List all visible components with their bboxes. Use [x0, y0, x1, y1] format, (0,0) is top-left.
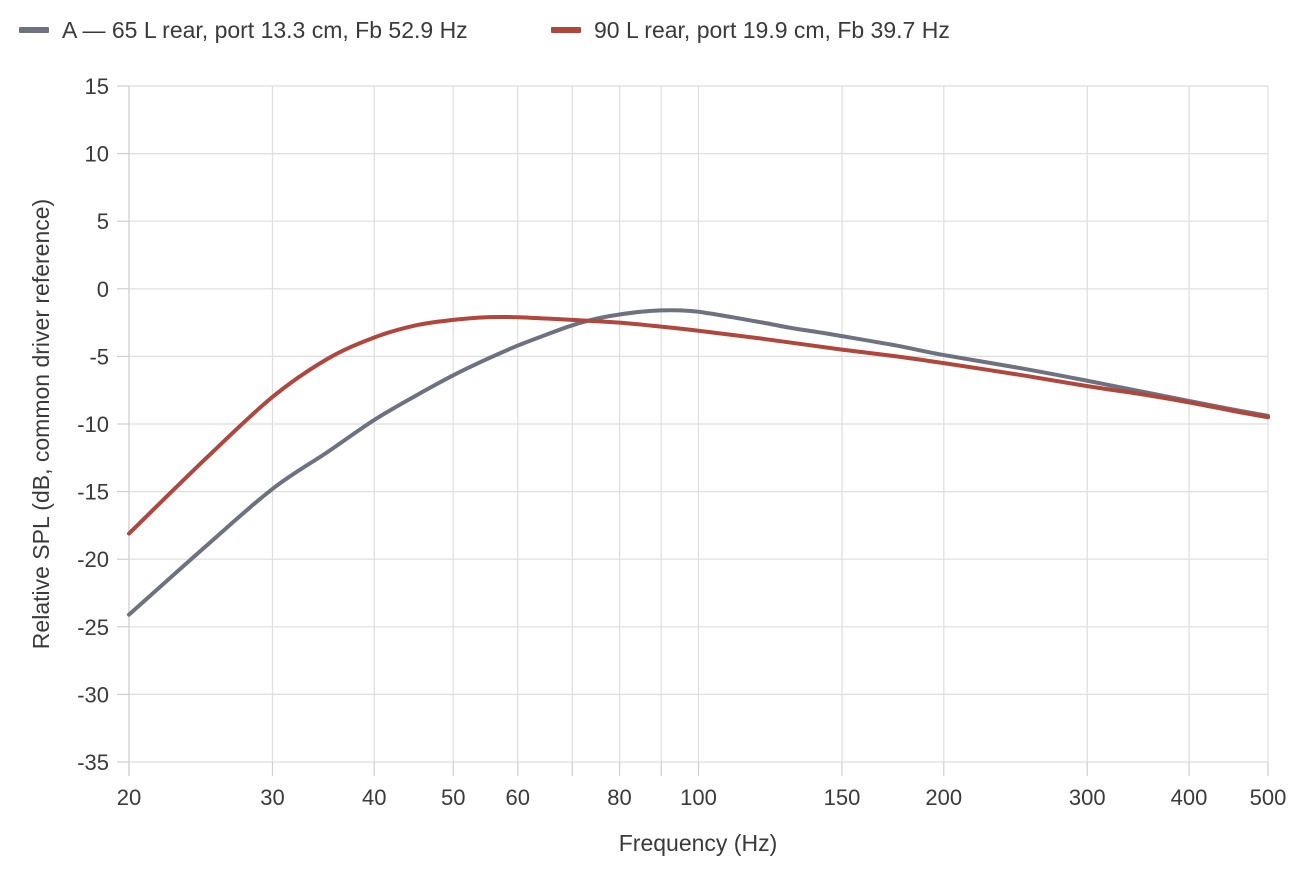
y-tick-label: 0 — [97, 277, 109, 302]
x-tick-label: 100 — [680, 785, 717, 810]
x-tick-label: 30 — [260, 785, 284, 810]
gridlines — [128, 85, 1269, 763]
x-tick-label: 20 — [117, 785, 141, 810]
series-line-1 — [127, 308, 1270, 617]
y-tick-label: -25 — [77, 615, 109, 640]
y-tick-label: -5 — [89, 344, 109, 369]
legend-label: A — 65 L rear, port 13.3 cm, Fb 52.9 Hz — [62, 17, 468, 43]
x-tick-label: 40 — [362, 785, 386, 810]
x-tick-label: 400 — [1171, 785, 1208, 810]
legend: A — 65 L rear, port 13.3 cm, Fb 52.9 Hz 9… — [19, 17, 950, 43]
x-tick-label: 60 — [506, 785, 530, 810]
x-tick-label: 300 — [1069, 785, 1106, 810]
x-tick-label: 500 — [1250, 785, 1287, 810]
series-layer — [127, 308, 1270, 617]
x-tick-label: 50 — [441, 785, 465, 810]
y-tick-label: 10 — [85, 142, 109, 167]
legend-swatch — [19, 27, 49, 33]
series-line-2 — [127, 314, 1270, 536]
legend-swatch — [551, 27, 581, 33]
x-tick-label: 200 — [925, 785, 962, 810]
y-tick-label: 5 — [97, 209, 109, 234]
x-tick-label: 80 — [607, 785, 631, 810]
x-tick-label: 150 — [824, 785, 861, 810]
legend-label: 90 L rear, port 19.9 cm, Fb 39.7 Hz — [594, 17, 950, 43]
x-axis-label: Frequency (Hz) — [619, 830, 777, 856]
y-tick-label: -35 — [77, 750, 109, 775]
y-tick-label: -15 — [77, 480, 109, 505]
y-tick-label: -20 — [77, 547, 109, 572]
y-axis-label: Relative SPL (dB, common driver referenc… — [28, 199, 54, 649]
legend-item-1: A — 65 L rear, port 13.3 cm, Fb 52.9 Hz — [19, 17, 468, 43]
axes — [117, 85, 1269, 776]
y-tick-label: -10 — [77, 412, 109, 437]
legend-item-2: 90 L rear, port 19.9 cm, Fb 39.7 Hz — [551, 17, 950, 43]
y-tick-label: 15 — [85, 74, 109, 99]
y-tick-label: -30 — [77, 682, 109, 707]
